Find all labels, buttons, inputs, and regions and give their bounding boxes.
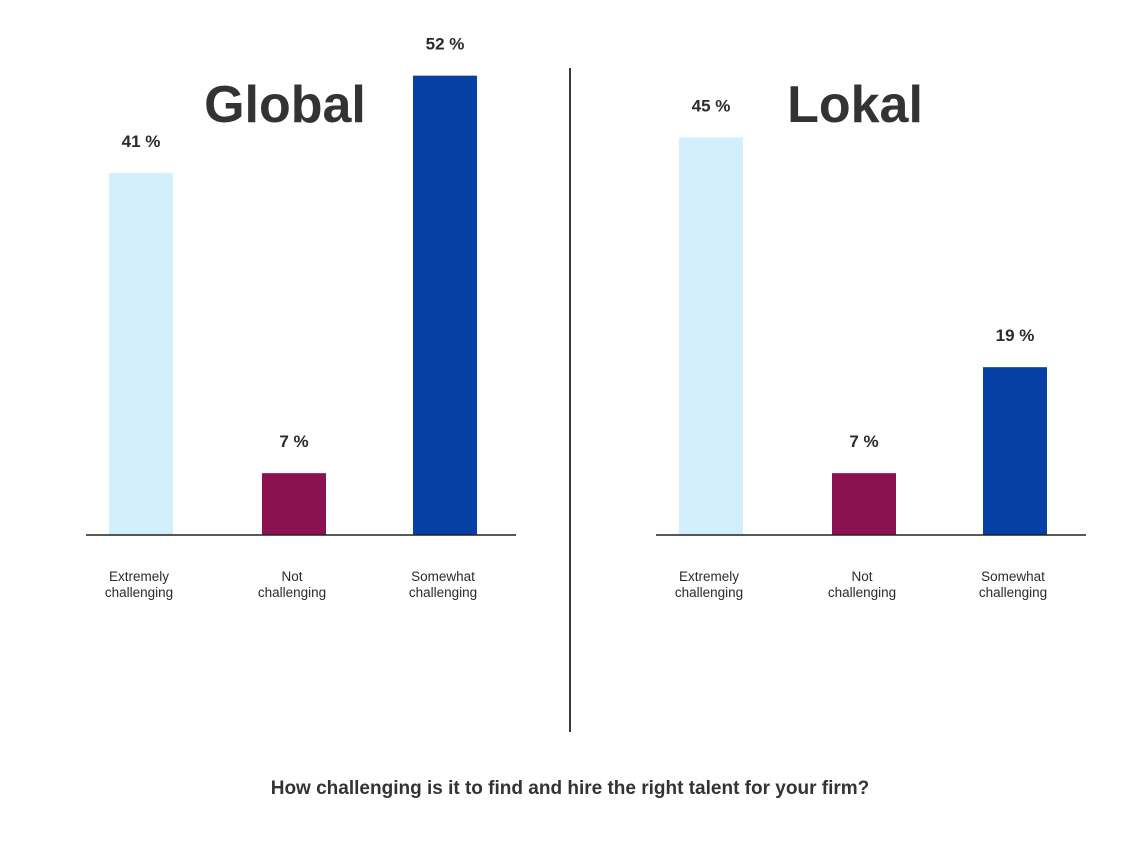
category-label-extremely-challenging: Extremely challenging [675,569,743,600]
bar-extremely-challenging [679,137,743,535]
value-label-not-challenging: 7 % [279,432,308,451]
value-label-somewhat-challenging: 19 % [996,326,1035,345]
bar-somewhat-challenging [983,367,1047,535]
value-label-somewhat-challenging: 52 % [426,35,465,54]
value-label-not-challenging: 7 % [849,432,878,451]
chart-title-lokal: Lokal [787,76,923,134]
bar-somewhat-challenging [413,75,477,536]
value-label-extremely-challenging: 41 % [122,132,161,151]
survey-question: How challenging is it to find and hire t… [270,778,870,799]
chart-title-global: Global [204,76,366,134]
bar-not-challenging [262,473,326,535]
bar-extremely-challenging [109,172,173,536]
category-label-extremely-challenging: Extremely challenging [105,569,173,600]
category-label-not-challenging: Not challenging [258,569,326,600]
category-label-somewhat-challenging: Somewhat challenging [409,569,477,600]
category-label-somewhat-challenging: Somewhat challenging [979,569,1047,600]
bar-not-challenging [832,473,896,535]
category-label-not-challenging: Not challenging [828,569,896,600]
global-chart: Global 41 % Extremely challenging 7 % Not chal… [86,35,516,600]
value-label-extremely-challenging: 45 % [692,97,731,116]
panel-divider [569,68,571,732]
lokal-chart: Lokal 45 % Extremely challenging 7 % Not chall… [656,76,1086,600]
